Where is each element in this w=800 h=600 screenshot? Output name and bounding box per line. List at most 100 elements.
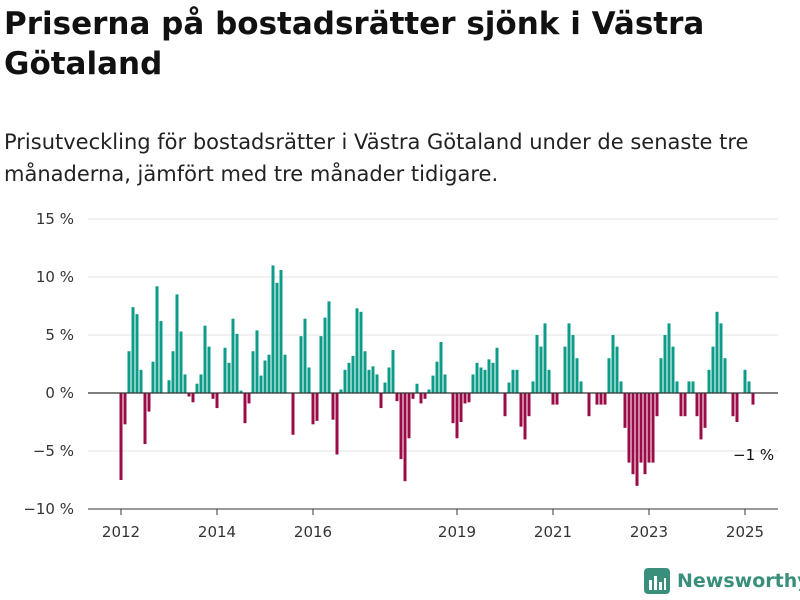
bar: [687, 381, 691, 393]
bar: [475, 362, 479, 393]
bar: [575, 358, 579, 393]
bar: [271, 265, 275, 393]
bar: [123, 393, 127, 425]
bar: [139, 369, 143, 393]
bar: [267, 354, 271, 393]
bar: [243, 393, 247, 424]
bar: [599, 393, 603, 405]
axes: 15 % 10 % 5 % 0 % −5 % −10 % 2012 2014 2016 2019 2…: [23, 210, 778, 541]
bar: [387, 367, 391, 393]
x-tick-label: 2019: [438, 523, 476, 541]
bar: [179, 331, 183, 393]
bar: [603, 393, 607, 405]
y-tick-label: −5 %: [33, 442, 74, 460]
bar: [619, 381, 623, 393]
bar: [215, 393, 219, 409]
bar: [283, 354, 287, 393]
bar: [343, 369, 347, 393]
bar: [239, 390, 243, 393]
bar: [467, 393, 471, 403]
bar: [195, 383, 199, 393]
y-tick-label: 0 %: [45, 384, 74, 402]
bar: [119, 393, 123, 480]
bar: [251, 351, 255, 393]
bar: [655, 393, 659, 417]
bar: [663, 335, 667, 393]
bar: [627, 393, 631, 463]
bar: [307, 367, 311, 393]
bar: [679, 393, 683, 417]
bar: [131, 307, 135, 393]
bar: [683, 393, 687, 417]
bar: [155, 286, 159, 393]
y-tick-label: 15 %: [36, 210, 74, 228]
bar: [411, 393, 415, 399]
x-tick-label: 2021: [534, 523, 572, 541]
bar: [275, 282, 279, 393]
bar: [667, 323, 671, 393]
bar: [715, 311, 719, 393]
bar: [331, 393, 335, 420]
bar: [407, 393, 411, 439]
bar: [607, 358, 611, 393]
bar: [191, 393, 195, 403]
bar: [531, 381, 535, 393]
bar: [263, 360, 267, 393]
bar: [255, 330, 259, 393]
bar: [451, 393, 455, 424]
bar: [611, 335, 615, 393]
bar: [151, 361, 155, 393]
bar: [623, 393, 627, 428]
bar: [507, 382, 511, 393]
bar: [703, 393, 707, 428]
bar: [347, 362, 351, 393]
bar: [419, 393, 423, 404]
bar: [143, 393, 147, 445]
bar: [199, 374, 203, 393]
bar: [707, 369, 711, 393]
bar: [719, 323, 723, 393]
bar: [399, 393, 403, 460]
bar: [223, 347, 227, 393]
bar: [691, 381, 695, 393]
bar: [335, 393, 339, 455]
bar: [279, 270, 283, 393]
bar: [299, 336, 303, 393]
bar: [319, 336, 323, 393]
bar: [363, 351, 367, 393]
bar: [511, 369, 515, 393]
bar: [207, 346, 211, 393]
bar: [743, 369, 747, 393]
bar: [643, 393, 647, 475]
bars: [119, 265, 755, 486]
bar: [563, 346, 567, 393]
bar: [515, 369, 519, 393]
bar: [631, 393, 635, 475]
bar: [595, 393, 599, 405]
bar: [675, 381, 679, 393]
bar: [235, 333, 239, 393]
bar: [503, 393, 507, 417]
bar: [183, 374, 187, 393]
bar: [699, 393, 703, 440]
bar: [167, 380, 171, 393]
bar: [247, 393, 251, 404]
bar: [579, 381, 583, 393]
bar: [651, 393, 655, 463]
bar: [695, 393, 699, 417]
bar: [735, 393, 739, 422]
bar: [203, 325, 207, 393]
bar: [615, 346, 619, 393]
bar: [723, 358, 727, 393]
bar: [435, 361, 439, 393]
bar: [423, 393, 427, 399]
bar: [535, 335, 539, 393]
bar: [379, 393, 383, 409]
bar: [547, 369, 551, 393]
bar: [351, 355, 355, 393]
bar: [171, 351, 175, 393]
bar: [127, 351, 131, 393]
bar: [367, 369, 371, 393]
bar: [355, 308, 359, 393]
bar: [403, 393, 407, 482]
